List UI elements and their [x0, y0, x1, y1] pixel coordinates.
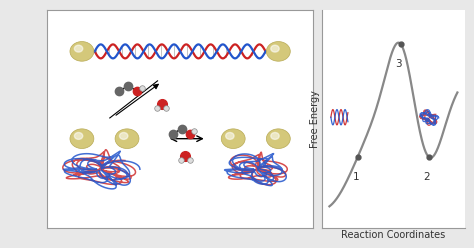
Text: 2: 2: [424, 172, 430, 182]
Text: 1: 1: [353, 172, 359, 182]
Circle shape: [74, 132, 83, 139]
Circle shape: [119, 132, 128, 139]
Y-axis label: Free Energy: Free Energy: [310, 90, 319, 148]
Circle shape: [226, 132, 234, 139]
Circle shape: [266, 42, 290, 61]
Circle shape: [221, 129, 245, 149]
Circle shape: [70, 42, 94, 61]
Circle shape: [271, 45, 279, 52]
Text: 3: 3: [395, 59, 401, 69]
X-axis label: Reaction Coordinates: Reaction Coordinates: [341, 230, 446, 240]
Circle shape: [271, 132, 279, 139]
Circle shape: [115, 129, 139, 149]
Circle shape: [266, 129, 290, 149]
Circle shape: [70, 129, 94, 149]
Circle shape: [74, 45, 83, 52]
